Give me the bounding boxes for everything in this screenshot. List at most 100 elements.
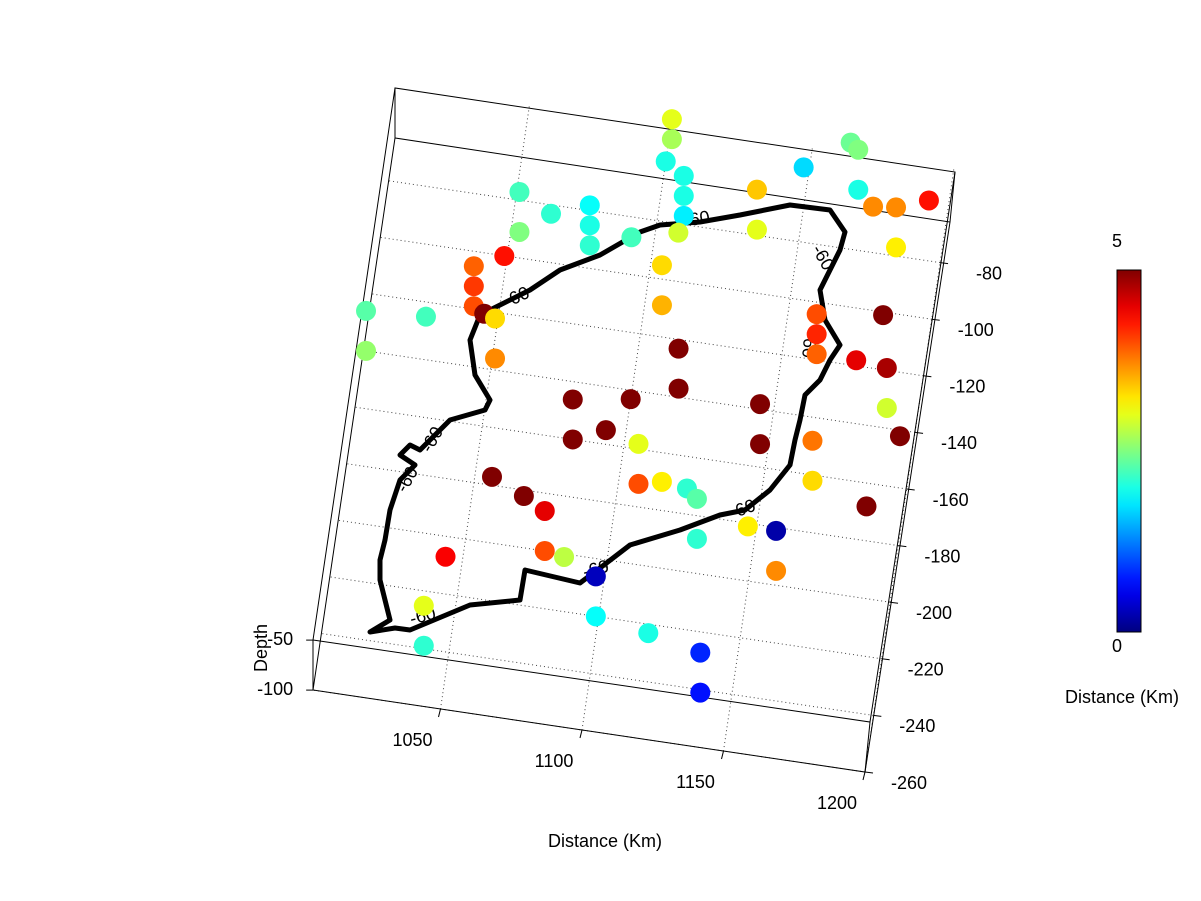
y-tick [898,545,907,548]
data-point [655,151,676,172]
x-tick-label: 1050 [392,730,432,750]
grid-line [338,519,891,603]
data-point [802,430,823,451]
x-tick [721,750,724,760]
box-edge [949,171,956,223]
data-point [435,546,456,567]
y-tick [864,771,874,774]
data-point [863,196,884,217]
x-tick [438,708,441,718]
data-point [513,486,534,507]
y-tick-label: -160 [933,490,969,510]
data-point [889,426,910,447]
x-tick-label: 1200 [817,793,857,813]
data-point [876,357,897,378]
data-point [873,305,894,326]
data-point [638,623,659,644]
data-point [848,139,869,160]
data-point [918,190,939,211]
data-point [562,389,583,410]
axes-box [312,87,956,773]
data-point [750,434,771,455]
contour-line [367,202,848,635]
data-point [806,304,827,325]
data-point [651,255,672,276]
data-point [661,129,682,150]
grid-line [388,180,941,264]
colorbar-label: Distance (Km) [1065,687,1179,707]
colorbar-tick-label: 0 [1112,636,1122,656]
data-point [793,157,814,178]
data-point [802,470,823,491]
data-point [846,350,867,371]
data-point [690,642,711,663]
y-tick-label: -80 [976,263,1002,283]
data-point [886,197,907,218]
data-point [356,300,377,321]
data-point [856,496,877,517]
y-tick-label: -100 [958,320,994,340]
y-tick [923,375,932,378]
data-point [746,219,767,240]
data-point [579,215,600,236]
data-point [661,109,682,130]
z-axis-label: Depth [251,624,271,672]
y-tick-label: -120 [949,377,985,397]
grid-line [329,576,882,660]
data-point [509,181,530,202]
data-point [668,378,689,399]
y-tick [873,714,882,717]
grid-line [379,236,932,320]
data-point [686,488,707,509]
data-point [673,185,694,206]
data-point [651,295,672,316]
data-point [554,546,575,567]
data-point [585,606,606,627]
data-point [482,466,503,487]
data-point [848,179,869,200]
data-point [485,348,506,369]
data-point [886,237,907,258]
data-point [621,227,642,248]
data-point [541,203,562,224]
data-point [579,235,600,256]
y-tick-label: -200 [916,603,952,623]
data-point [651,471,672,492]
data-point [628,473,649,494]
x-tick [579,729,583,739]
data-point [673,205,694,226]
data-point [485,308,506,329]
data-point [534,500,555,521]
data-point [562,429,583,450]
data-point [746,179,767,200]
data-point [806,344,827,365]
data-point [628,433,649,454]
data-point [686,528,707,549]
data-point [595,420,616,441]
data-point [668,222,689,243]
grid-line [363,350,916,433]
y-tick-label: -140 [941,433,977,453]
data-point [766,520,787,541]
grid-line [321,633,874,716]
data-point [463,276,484,297]
y-tick [939,262,949,265]
z-tick-label: -50 [267,629,293,649]
x-tick [862,771,866,781]
points [356,109,939,703]
data-point [690,682,711,703]
data-point [494,246,515,267]
colorbar [1116,269,1142,633]
y-tick [914,431,924,434]
data-point [415,306,436,327]
data-point [356,340,377,361]
y-tick-label: -220 [908,660,944,680]
data-point [579,195,600,216]
data-point [668,338,689,359]
y-tick-label: -240 [899,716,935,736]
colorbar-tick-label: 5 [1112,231,1122,251]
grid-line [864,169,955,773]
z-tick-label: -100 [257,679,293,699]
